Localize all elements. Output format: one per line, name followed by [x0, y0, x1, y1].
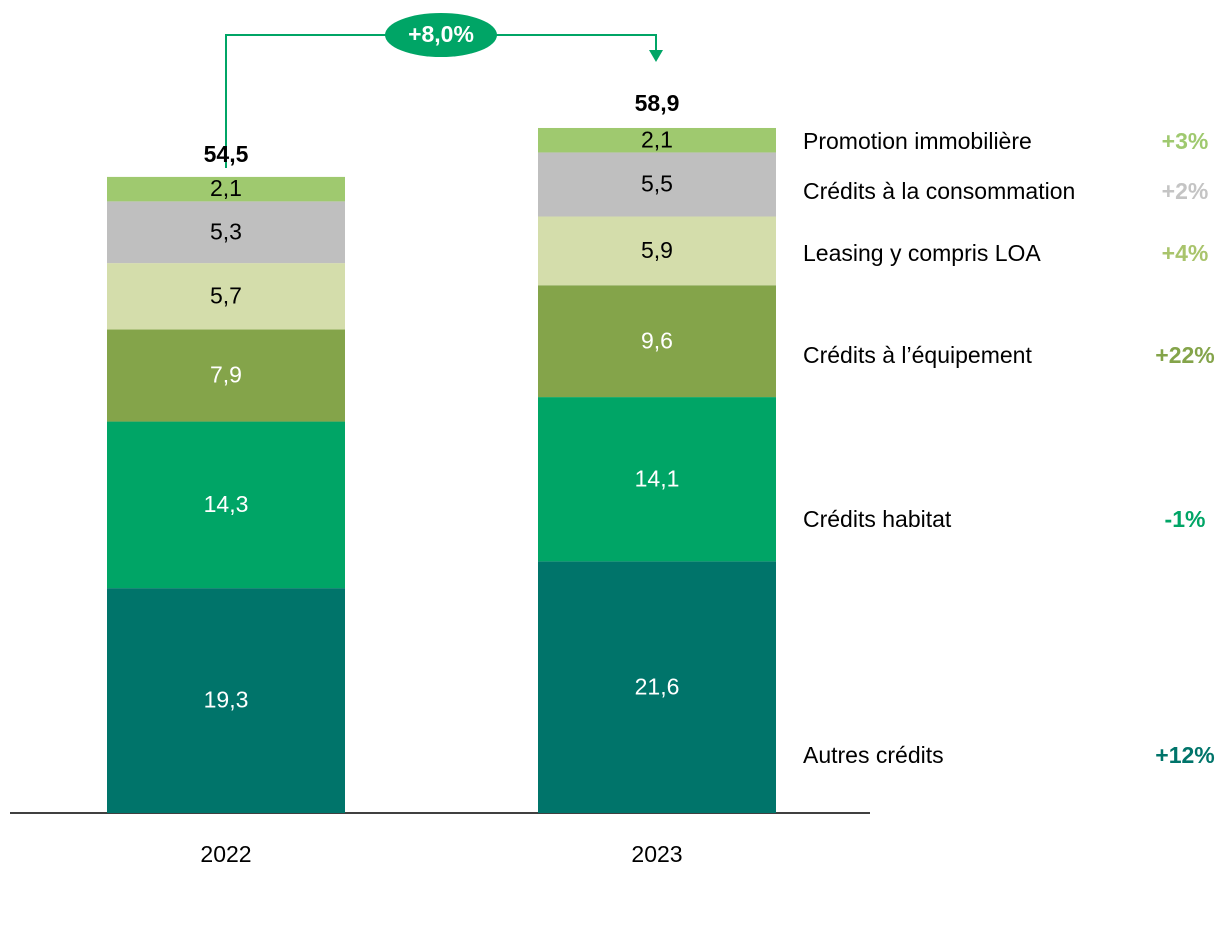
value-label: 2,1	[641, 126, 673, 152]
value-label: 7,9	[210, 362, 242, 388]
legend-label: Promotion immobilière	[803, 128, 1032, 154]
change-label: -1%	[1165, 506, 1206, 532]
bar-segment	[538, 561, 776, 813]
total-label: 58,9	[635, 90, 680, 116]
bar-segment	[107, 588, 345, 813]
value-label: 21,6	[635, 673, 680, 699]
legend-label: Leasing y compris LOA	[803, 240, 1041, 266]
value-label: 2,1	[210, 175, 242, 201]
value-label: 5,7	[210, 282, 242, 308]
change-label: +12%	[1155, 742, 1214, 768]
total-label: 54,5	[204, 141, 249, 167]
legend-label: Autres crédits	[803, 742, 944, 768]
legend-label: Crédits à la consommation	[803, 178, 1075, 204]
change-label: +4%	[1162, 240, 1209, 266]
legend-label: Crédits à l’équipement	[803, 342, 1032, 368]
change-label: +22%	[1155, 342, 1214, 368]
value-label: 14,1	[635, 465, 680, 491]
value-label: 5,5	[641, 171, 673, 197]
bar-segment	[538, 397, 776, 562]
bar-segment	[538, 285, 776, 398]
value-label: 19,3	[204, 687, 249, 713]
bar-segment	[107, 263, 345, 330]
bar-segment	[107, 421, 345, 589]
x-tick-label: 2023	[631, 841, 682, 867]
change-label: +2%	[1162, 178, 1209, 204]
value-label: 5,3	[210, 218, 242, 244]
bar-segment	[107, 201, 345, 264]
arrow-head	[649, 50, 663, 62]
legend-label: Crédits habitat	[803, 506, 952, 532]
bar-segment	[538, 152, 776, 217]
growth-label: +8,0%	[408, 21, 474, 47]
value-label: 14,3	[204, 491, 249, 517]
bar-segment	[538, 216, 776, 286]
bar-segment	[107, 329, 345, 422]
bar-segment	[538, 127, 776, 153]
value-label: 9,6	[641, 327, 673, 353]
value-label: 5,9	[641, 237, 673, 263]
bar-segment	[107, 176, 345, 202]
growth-badge	[385, 13, 497, 57]
change-label: +3%	[1162, 128, 1209, 154]
x-tick-label: 2022	[200, 841, 251, 867]
